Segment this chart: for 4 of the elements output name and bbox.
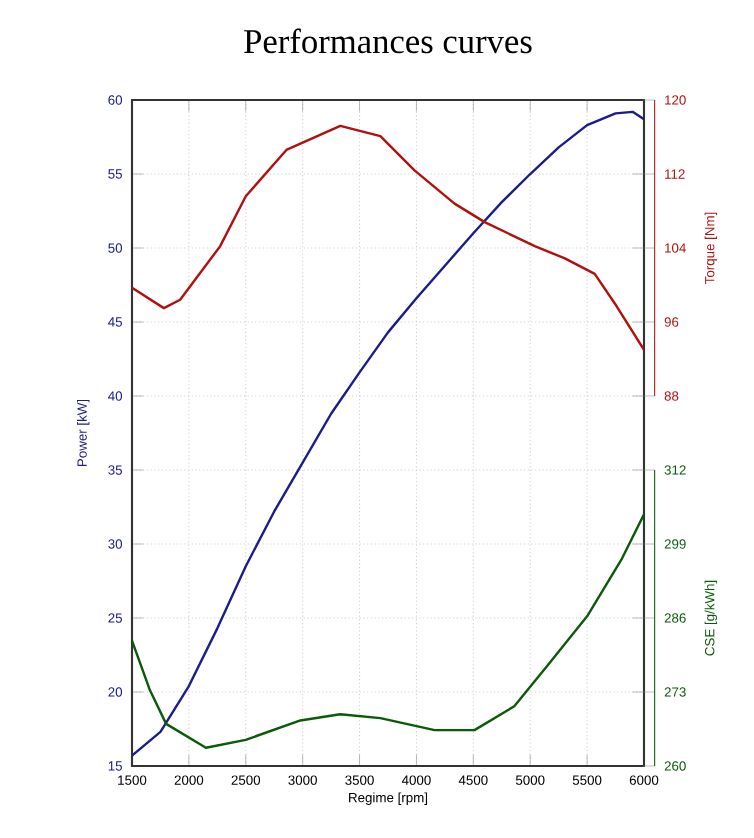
line-series <box>132 110 644 757</box>
line-series <box>132 124 644 351</box>
chart-title: Performances curves <box>244 28 532 54</box>
line-series <box>132 513 644 749</box>
